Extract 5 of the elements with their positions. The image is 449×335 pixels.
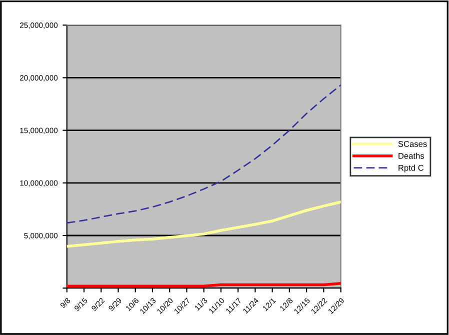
- legend-label: Deaths: [398, 152, 424, 159]
- line-series: [66, 84, 341, 224]
- line-series: [66, 200, 341, 248]
- legend-label: Rptd C: [398, 164, 424, 172]
- legend-label: SCases: [398, 141, 427, 147]
